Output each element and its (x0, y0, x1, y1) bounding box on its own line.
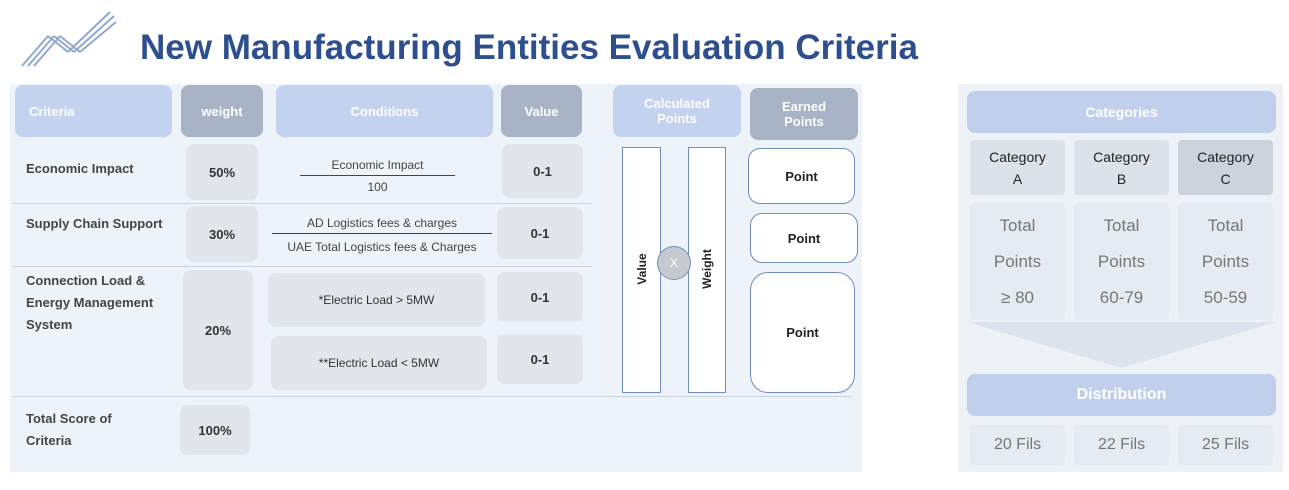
header-value: Value (501, 85, 582, 137)
down-arrow (967, 322, 1276, 368)
value-cell: 0-1 (497, 272, 583, 322)
total-label: Total Score of Criteria (26, 411, 112, 448)
weight-cell: 30% (186, 206, 258, 262)
condition-cell: *Electric Load > 5MW (268, 273, 485, 327)
category-fee: 25 Fils (1178, 425, 1273, 465)
criteria-label: Economic Impact (26, 161, 134, 176)
header-weight: weight (181, 85, 263, 137)
condition-denominator: 100 (367, 180, 388, 194)
row-separator (12, 266, 592, 267)
row-separator (12, 396, 852, 397)
condition-cell: **Electric Load < 5MW (271, 336, 487, 390)
condition-numerator: Economic Impact (300, 158, 455, 176)
row-separator (12, 203, 592, 204)
weight-cell: 20% (183, 270, 253, 390)
header-criteria: Criteria (15, 85, 172, 137)
point-box: Point (750, 272, 855, 393)
category-name: Category A (970, 140, 1065, 195)
point-box: Point (750, 213, 858, 263)
weight-bar (688, 147, 726, 393)
point-box: Point (748, 148, 855, 204)
distribution-header: Distribution (967, 374, 1276, 416)
slide-title: New Manufacturing Entities Evaluation Cr… (140, 28, 918, 67)
value-label: Value (635, 253, 649, 285)
value-cell: 0-1 (502, 144, 583, 198)
weight-label: Weight (700, 249, 714, 289)
category-points: Total Points 50-59 (1178, 203, 1273, 320)
condition-numerator: AD Logistics fees & charges (272, 216, 492, 234)
category-fee: 20 Fils (970, 425, 1065, 465)
multiply-operator: X (657, 246, 691, 280)
header-conditions: Conditions (276, 85, 493, 137)
header-earned-points: Earned Points (750, 88, 858, 140)
criteria-label: Connection Load & Energy Management Syst… (26, 273, 154, 332)
category-name: Category C (1178, 140, 1273, 195)
weight-cell: 50% (186, 144, 258, 200)
category-points: Total Points ≥ 80 (970, 203, 1065, 320)
value-bar (622, 147, 661, 393)
criteria-label: Supply Chain Support (26, 216, 163, 231)
value-cell: 0-1 (497, 207, 583, 259)
logo (21, 11, 117, 67)
total-weight: 100% (180, 405, 250, 455)
category-name: Category B (1074, 140, 1169, 195)
category-fee: 22 Fils (1074, 425, 1169, 465)
condition-denominator: UAE Total Logistics fees & Charges (287, 240, 477, 254)
header-calculated-points: Calculated Points (613, 85, 741, 137)
categories-header: Categories (967, 91, 1276, 133)
category-points: Total Points 60-79 (1074, 203, 1169, 320)
value-cell: 0-1 (497, 334, 583, 384)
